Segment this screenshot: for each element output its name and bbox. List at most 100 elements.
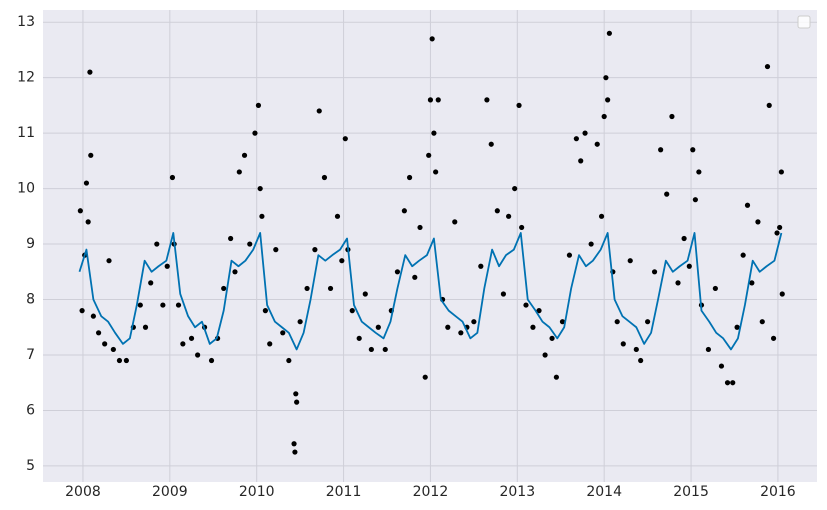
data-point	[553, 374, 559, 380]
data-point	[116, 357, 123, 364]
x-tick-label: 2008	[65, 484, 101, 500]
data-point	[606, 30, 612, 36]
data-point	[681, 235, 687, 242]
data-point	[297, 319, 303, 325]
data-point	[401, 208, 407, 214]
data-point	[603, 75, 609, 81]
x-tick-label: 2011	[326, 484, 362, 500]
data-point	[286, 357, 292, 364]
data-point	[262, 308, 268, 314]
data-point	[375, 324, 381, 330]
data-point	[549, 335, 555, 341]
data-point	[718, 363, 725, 369]
data-point	[228, 235, 234, 242]
data-point	[362, 291, 368, 297]
marks	[77, 30, 785, 455]
data-point	[605, 97, 611, 103]
data-point	[692, 197, 698, 203]
data-point	[123, 357, 129, 364]
trend-line	[78, 232, 783, 351]
data-point	[749, 280, 755, 286]
data-point	[594, 141, 600, 147]
data-point	[431, 130, 437, 136]
data-point	[779, 291, 785, 297]
data-point	[778, 169, 784, 175]
data-point	[180, 341, 186, 347]
data-point	[164, 263, 170, 269]
x-tick-label: 2016	[760, 484, 796, 500]
y-tick-label: 8	[26, 292, 35, 308]
data-point	[293, 391, 299, 397]
data-point	[658, 147, 664, 153]
data-point	[675, 280, 681, 286]
data-point	[291, 441, 297, 447]
data-point	[429, 36, 435, 42]
data-point	[232, 269, 238, 275]
data-point	[435, 97, 441, 103]
x-tick-label: 2014	[586, 484, 622, 500]
data-point	[614, 319, 620, 325]
data-point	[292, 449, 298, 455]
y-tick-label: 13	[17, 14, 35, 30]
data-point	[645, 319, 651, 325]
data-point	[160, 302, 166, 308]
data-point	[471, 319, 477, 325]
y-tick-label: 5	[26, 458, 35, 474]
data-point	[195, 352, 201, 358]
data-point	[458, 330, 464, 336]
y-tick-label: 7	[26, 347, 35, 363]
data-point	[87, 69, 93, 75]
data-point	[582, 130, 588, 136]
data-point	[208, 357, 215, 364]
data-point	[77, 208, 83, 214]
data-point	[148, 280, 154, 286]
data-point	[766, 102, 772, 108]
data-point	[255, 102, 262, 108]
data-point	[638, 357, 644, 364]
data-point	[669, 113, 675, 120]
data-point	[627, 258, 633, 264]
x-tick-label: 2015	[673, 484, 709, 500]
data-point	[740, 252, 746, 258]
data-point	[426, 152, 432, 158]
x-tick-label: 2012	[413, 484, 449, 500]
data-point	[102, 341, 108, 347]
data-point	[516, 102, 522, 108]
data-point	[755, 219, 761, 225]
y-tick-label: 12	[17, 70, 35, 86]
data-point	[712, 285, 718, 292]
data-point	[188, 335, 195, 341]
data-point	[452, 219, 458, 225]
data-point	[382, 346, 388, 353]
data-point	[417, 224, 423, 231]
data-point	[651, 269, 658, 275]
data-point	[478, 263, 484, 269]
data-point	[356, 335, 362, 341]
data-point	[506, 213, 512, 219]
data-point	[484, 97, 490, 103]
data-point	[106, 258, 112, 264]
data-point	[88, 152, 94, 158]
data-point	[95, 330, 102, 336]
data-point	[744, 202, 751, 208]
data-point	[500, 291, 507, 297]
data-point	[304, 285, 310, 292]
data-point	[90, 313, 96, 319]
data-point	[327, 285, 334, 292]
data-point	[247, 241, 253, 247]
data-point	[494, 208, 500, 214]
data-point	[321, 174, 328, 181]
tick-labels: 5 6 7 8 9 10 11 12 13 2008 2009 2010 2011 2012 2013 201…	[17, 14, 796, 500]
data-point	[433, 169, 439, 175]
data-point	[686, 263, 692, 269]
data-point	[730, 380, 736, 386]
data-point	[519, 224, 525, 231]
y-tick-label: 6	[26, 402, 35, 418]
data-point	[169, 174, 176, 181]
data-point	[488, 141, 494, 147]
data-point	[759, 319, 765, 325]
data-point	[349, 308, 355, 314]
data-point	[280, 330, 286, 336]
data-point	[154, 241, 160, 247]
